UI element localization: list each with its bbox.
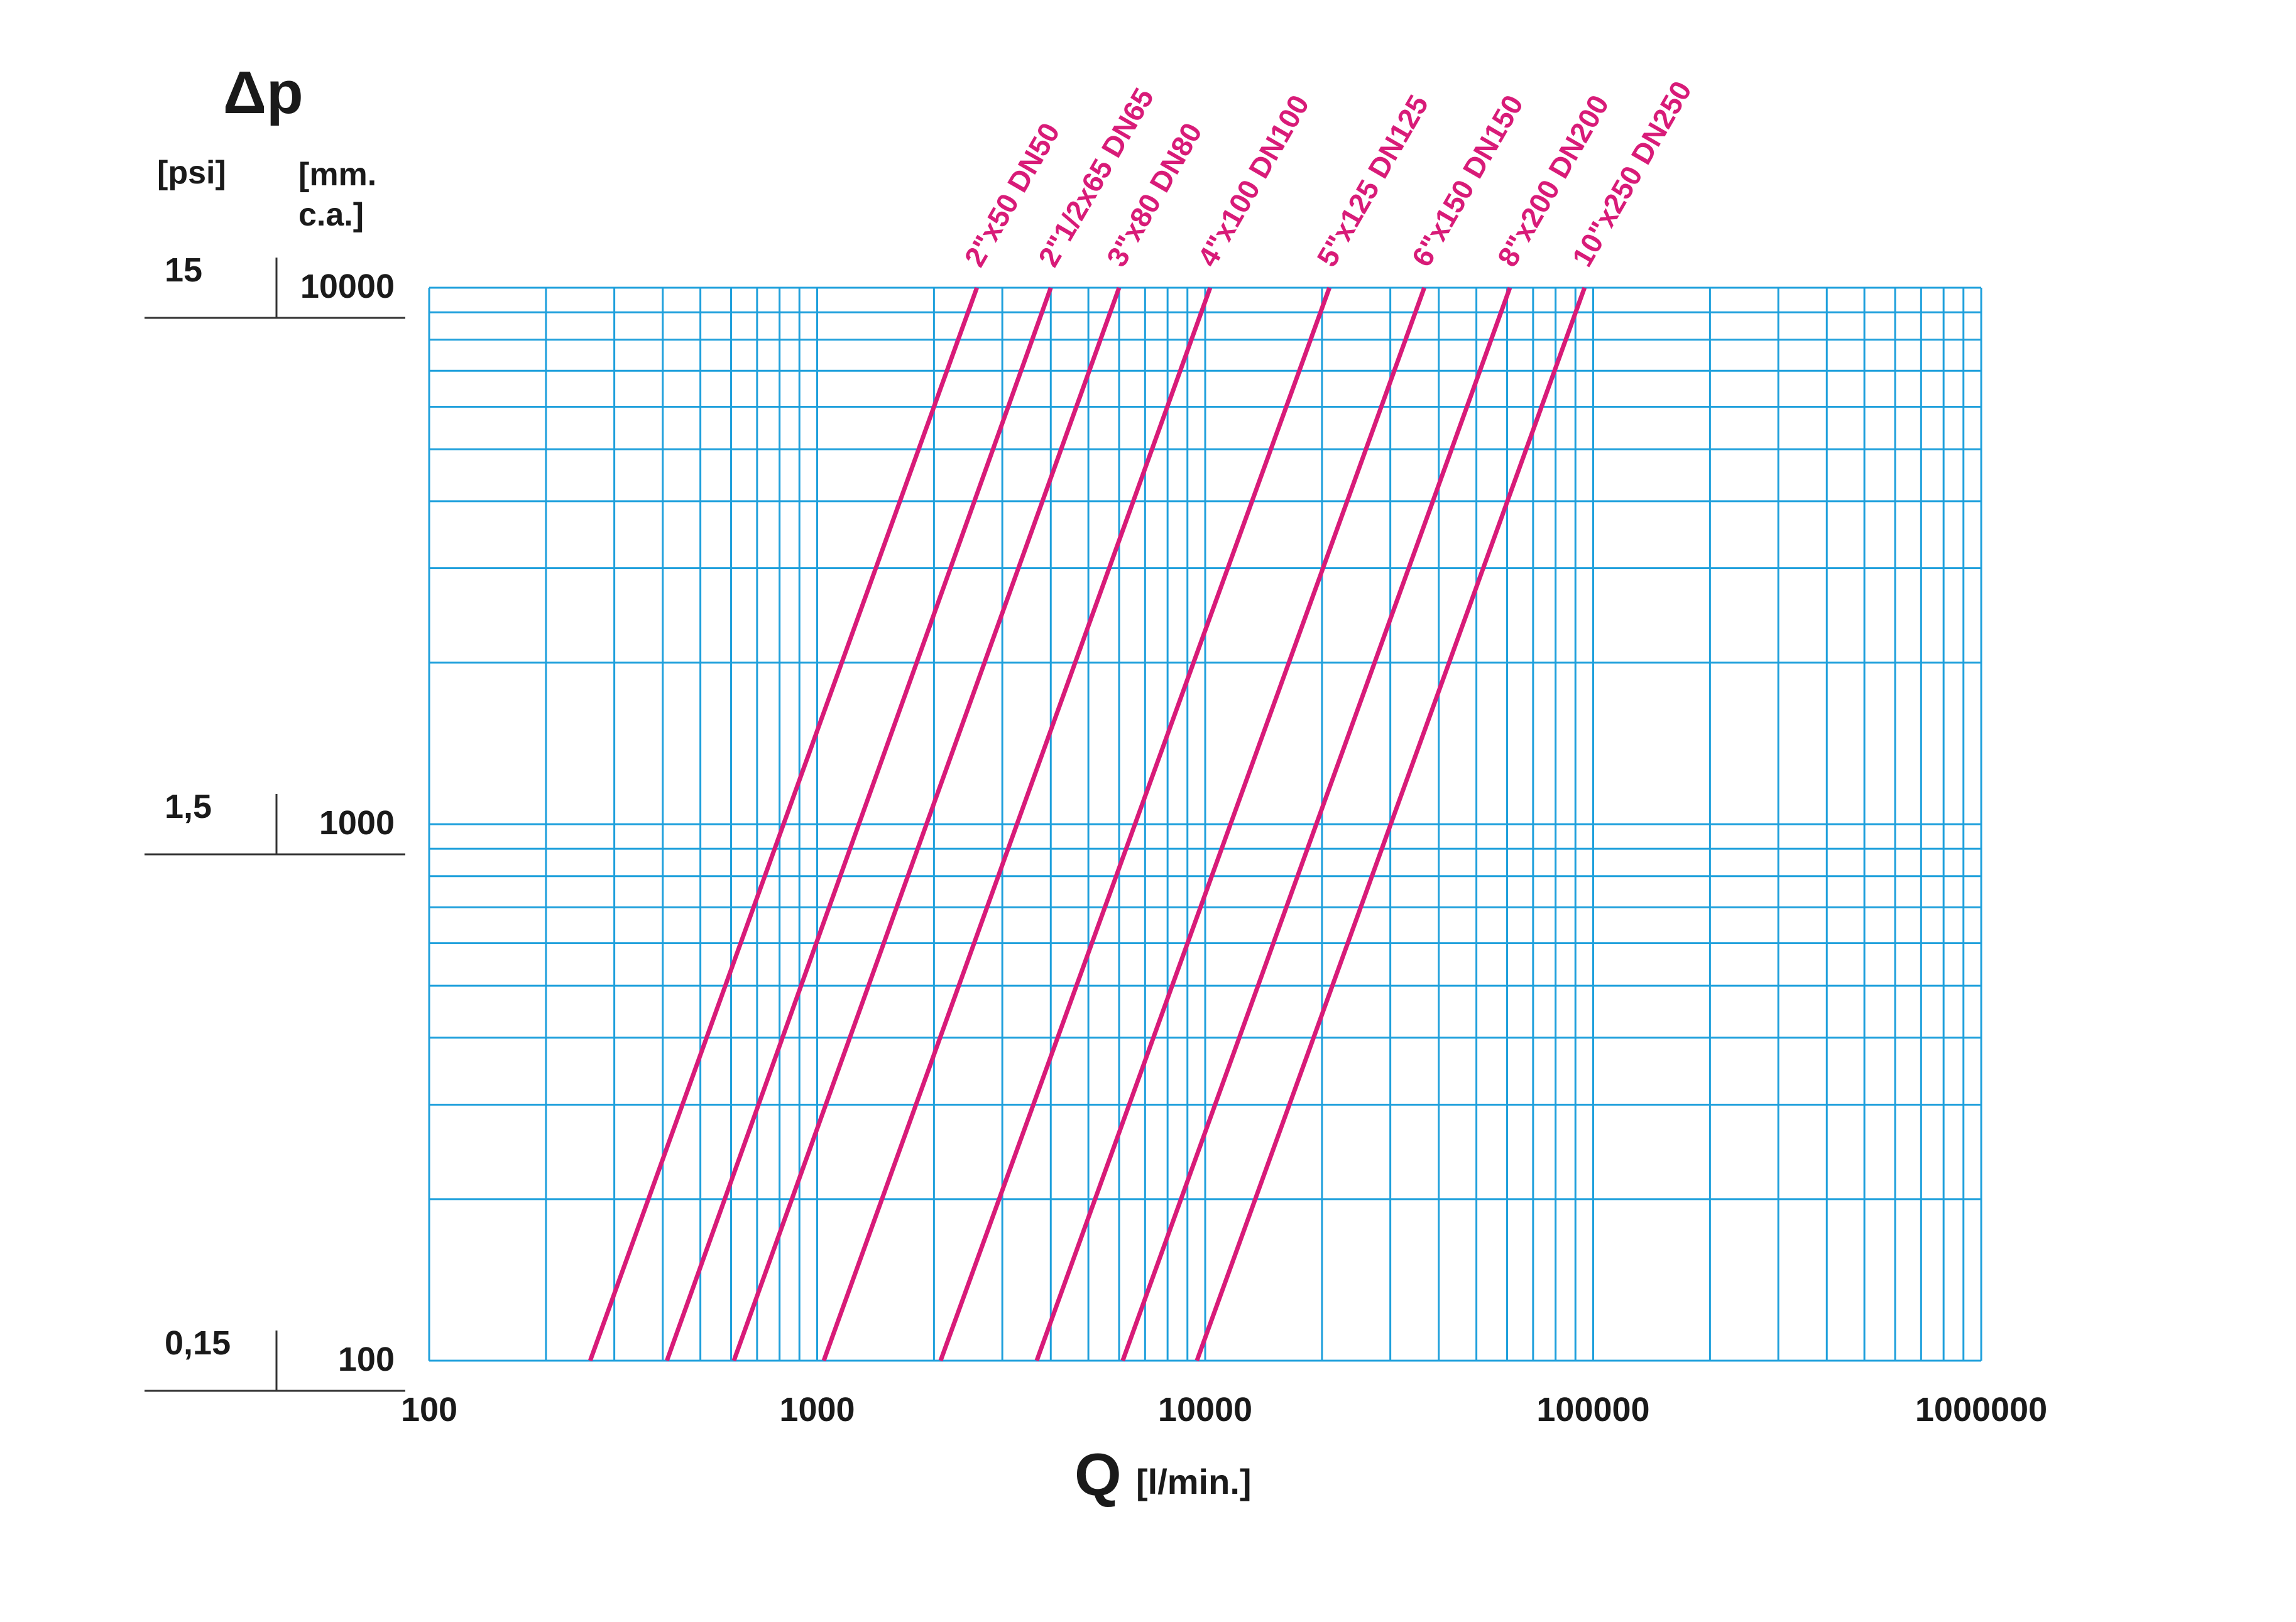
- y-axis-title: Δp: [223, 59, 303, 126]
- y-unit-mm: [mm. c.a.]: [298, 156, 376, 233]
- x-tick-label: 1000: [779, 1391, 855, 1429]
- y-tick-label-psi: 15: [165, 251, 202, 289]
- grid: [428, 286, 1982, 1362]
- y-tick-label-psi: 1,5: [165, 788, 212, 825]
- series-line: [731, 286, 1122, 1362]
- series-line: [821, 286, 1213, 1362]
- series-label: 4"x100 DN100: [1191, 89, 1316, 272]
- y-tick-labels: 0,15 100 1,5 1000 15 10000: [145, 251, 405, 1392]
- series-line: [1194, 286, 1587, 1362]
- x-tick-labels: 100 1000 10000 100000 1000000: [401, 1391, 2047, 1429]
- series-line: [938, 286, 1331, 1362]
- x-axis-title: Q: [1074, 1441, 1122, 1508]
- x-axis-unit: [l/min.]: [1136, 1462, 1252, 1501]
- series-line: [665, 286, 1053, 1362]
- y-tick-label-mm: 1000: [319, 804, 395, 842]
- x-tick-label: 10000: [1158, 1391, 1252, 1429]
- y-unit-psi: [psi]: [157, 155, 226, 191]
- series-curves: [588, 286, 1587, 1362]
- x-tick-label: 100: [401, 1391, 457, 1429]
- y-tick-label-psi: 0,15: [165, 1324, 231, 1362]
- y-tick-label-mm: 10000: [300, 268, 395, 305]
- x-tick-label: 1000000: [1915, 1391, 2047, 1429]
- x-tick-label: 100000: [1536, 1391, 1649, 1429]
- series-line: [1120, 286, 1512, 1362]
- series-line: [588, 286, 979, 1362]
- y-tick-label-mm: 100: [338, 1341, 395, 1378]
- series-line: [1034, 286, 1426, 1362]
